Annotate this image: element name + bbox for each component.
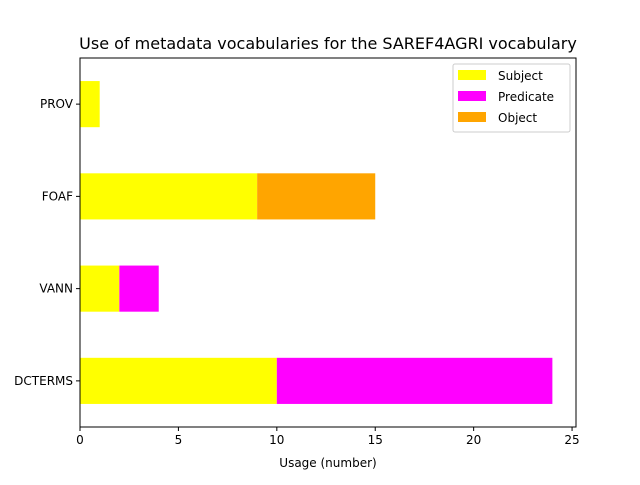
bar-foaf-object <box>257 173 376 220</box>
legend-swatch-subject <box>458 70 486 80</box>
x-tick-label: 25 <box>564 433 579 447</box>
bar-vann-subject <box>80 265 120 312</box>
x-tick-label: 5 <box>175 433 183 447</box>
chart-title: Use of metadata vocabularies for the SAR… <box>79 34 577 53</box>
y-tick-label: VANN <box>39 282 73 296</box>
x-axis: 0 5 10 15 20 25 <box>76 427 580 447</box>
legend-swatch-predicate <box>458 91 486 101</box>
legend: Subject Predicate Object <box>452 63 571 133</box>
plot-frame <box>79 57 577 428</box>
x-axis-label: Usage (number) <box>279 456 376 470</box>
bars-group <box>80 81 553 404</box>
legend-label-subject: Subject <box>498 69 543 83</box>
x-tick-label: 10 <box>269 433 284 447</box>
x-tick-label: 15 <box>368 433 383 447</box>
x-tick-label: 20 <box>466 433 481 447</box>
bar-foaf-subject <box>80 173 258 220</box>
bar-dcterms-subject <box>80 357 277 404</box>
y-tick-label: FOAF <box>42 189 73 203</box>
y-axis: DCTERMS VANN FOAF PROV <box>14 97 80 388</box>
bar-vann-predicate <box>119 265 159 312</box>
y-tick-label: PROV <box>40 97 74 111</box>
legend-swatch-object <box>458 112 486 122</box>
x-tick-label: 0 <box>76 433 84 447</box>
bar-dcterms-predicate <box>276 357 553 404</box>
legend-label-object: Object <box>498 111 537 125</box>
bar-prov-subject <box>80 81 100 128</box>
legend-label-predicate: Predicate <box>498 90 554 104</box>
y-tick-label: DCTERMS <box>14 374 73 388</box>
